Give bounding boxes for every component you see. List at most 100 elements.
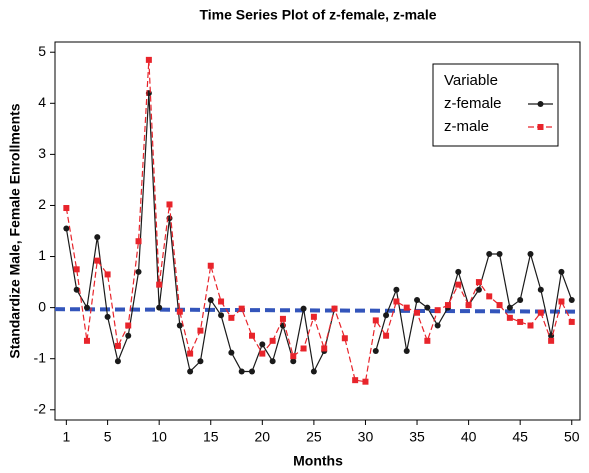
marker	[331, 305, 338, 312]
marker	[83, 304, 90, 311]
marker	[537, 286, 544, 293]
marker	[176, 308, 183, 315]
marker	[434, 322, 441, 329]
marker	[197, 327, 204, 334]
marker	[372, 348, 379, 355]
marker	[238, 368, 245, 375]
marker	[548, 337, 555, 344]
marker	[125, 322, 132, 329]
legend-title: Variable	[444, 72, 498, 89]
marker	[249, 332, 256, 339]
marker	[218, 312, 225, 319]
marker	[424, 337, 431, 344]
marker	[517, 318, 524, 325]
marker	[290, 358, 297, 365]
marker	[310, 313, 317, 320]
marker	[166, 201, 173, 208]
marker	[269, 337, 276, 344]
y-tick-label: 5	[38, 43, 46, 59]
marker	[279, 315, 286, 322]
marker	[187, 368, 194, 375]
marker	[434, 307, 441, 314]
marker	[114, 358, 121, 365]
marker	[63, 205, 70, 212]
x-tick-label: 10	[151, 429, 167, 445]
chart-title: Time Series Plot of z-female, z-male	[199, 7, 436, 23]
marker	[156, 281, 163, 288]
marker	[455, 268, 462, 275]
legend-box	[432, 63, 559, 147]
y-axis-label: Standardize Male, Female Enrollments	[7, 103, 23, 358]
marker	[218, 298, 225, 305]
marker	[527, 322, 534, 329]
marker	[362, 378, 369, 385]
legend-marker	[537, 101, 544, 107]
marker	[352, 377, 359, 384]
marker	[94, 234, 101, 241]
marker	[269, 358, 276, 365]
y-tick-label: 0	[38, 298, 46, 314]
marker	[414, 309, 421, 316]
marker	[228, 349, 235, 356]
marker	[197, 358, 204, 365]
marker	[496, 302, 503, 309]
marker	[290, 353, 297, 360]
x-tick-label: 35	[409, 429, 425, 445]
marker	[228, 314, 235, 321]
marker	[176, 322, 183, 329]
marker	[104, 271, 111, 278]
marker	[475, 279, 482, 286]
y-tick-label: 3	[38, 145, 46, 161]
y-tick-label: 4	[38, 94, 46, 110]
marker	[145, 56, 152, 63]
marker	[249, 368, 256, 375]
y-tick-label: 1	[38, 247, 46, 263]
plot-frame	[54, 41, 581, 421]
marker	[517, 296, 524, 303]
marker	[114, 342, 121, 349]
marker	[94, 257, 101, 264]
marker	[135, 268, 142, 275]
marker	[506, 314, 513, 321]
marker	[568, 296, 575, 303]
marker	[207, 262, 214, 269]
x-tick-label: 20	[255, 429, 271, 445]
x-tick-label: 30	[358, 429, 374, 445]
marker	[403, 348, 410, 355]
marker	[300, 345, 307, 352]
marker	[424, 304, 431, 311]
marker	[558, 298, 565, 305]
x-tick-label: 40	[461, 429, 477, 445]
marker	[104, 313, 111, 320]
marker	[403, 304, 410, 311]
x-tick-label: 25	[306, 429, 322, 445]
marker	[372, 317, 379, 324]
marker	[496, 250, 503, 257]
marker	[125, 332, 132, 339]
legend-marker	[537, 124, 544, 130]
marker	[393, 298, 400, 305]
y-tick-label: -1	[34, 349, 47, 365]
marker	[259, 350, 266, 357]
marker	[238, 305, 245, 312]
x-tick-label: 15	[203, 429, 219, 445]
marker	[135, 238, 142, 245]
marker	[341, 335, 348, 342]
marker	[465, 302, 472, 309]
x-tick-label: 1	[62, 429, 70, 445]
y-tick-label: -2	[34, 400, 47, 416]
marker	[321, 345, 328, 352]
marker	[414, 296, 421, 303]
x-tick-label: 45	[512, 429, 528, 445]
marker	[383, 332, 390, 339]
reference-line	[54, 307, 581, 314]
marker	[568, 318, 575, 325]
marker	[506, 304, 513, 311]
marker	[383, 312, 390, 319]
marker	[73, 266, 80, 273]
marker	[73, 286, 80, 293]
y-tick-label: 2	[38, 196, 46, 212]
x-axis-label: Months	[293, 453, 343, 469]
marker	[558, 268, 565, 275]
